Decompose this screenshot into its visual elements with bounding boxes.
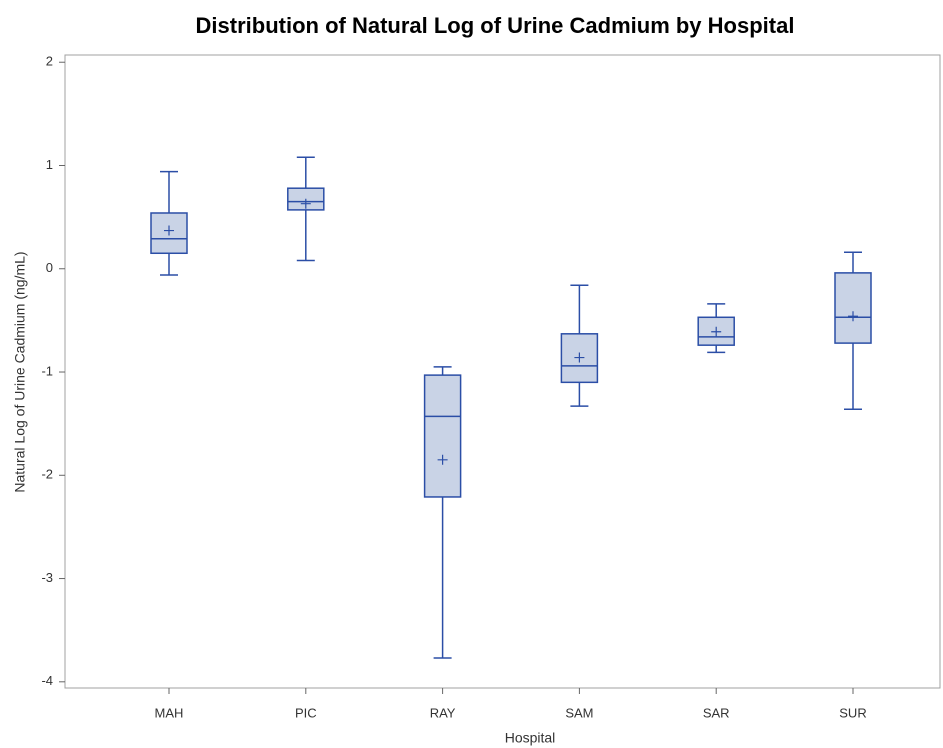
x-tick-label: PIC [295,705,317,720]
box [834,272,872,344]
y-tick-label: -4 [41,673,53,688]
x-tick-label: SAR [703,705,730,720]
y-tick-label: 2 [46,54,53,69]
mean-marker [300,198,311,209]
mean-marker [574,352,585,363]
plot-frame [64,54,941,689]
mean-marker [437,454,448,465]
mean-marker [848,311,858,322]
x-tick-label: SAM [565,705,593,720]
x-tick-label: MAH [155,705,184,720]
x-axis-label: Hospital [505,730,556,746]
y-tick-label: -2 [41,467,53,482]
box [423,374,462,498]
x-tick-label: RAY [430,705,456,720]
mean-marker [164,225,174,236]
chart-title: Distribution of Natural Log of Urine Cad… [196,13,795,38]
y-axis-label: Natural Log of Urine Cadmium (ng/mL) [12,251,28,492]
y-tick-label: 0 [46,260,53,275]
y-tick-label: -1 [41,363,53,378]
x-tick-label: SUR [839,705,866,720]
mean-marker [711,326,722,337]
y-tick-label: 1 [46,157,53,172]
y-tick-label: -3 [41,570,53,585]
